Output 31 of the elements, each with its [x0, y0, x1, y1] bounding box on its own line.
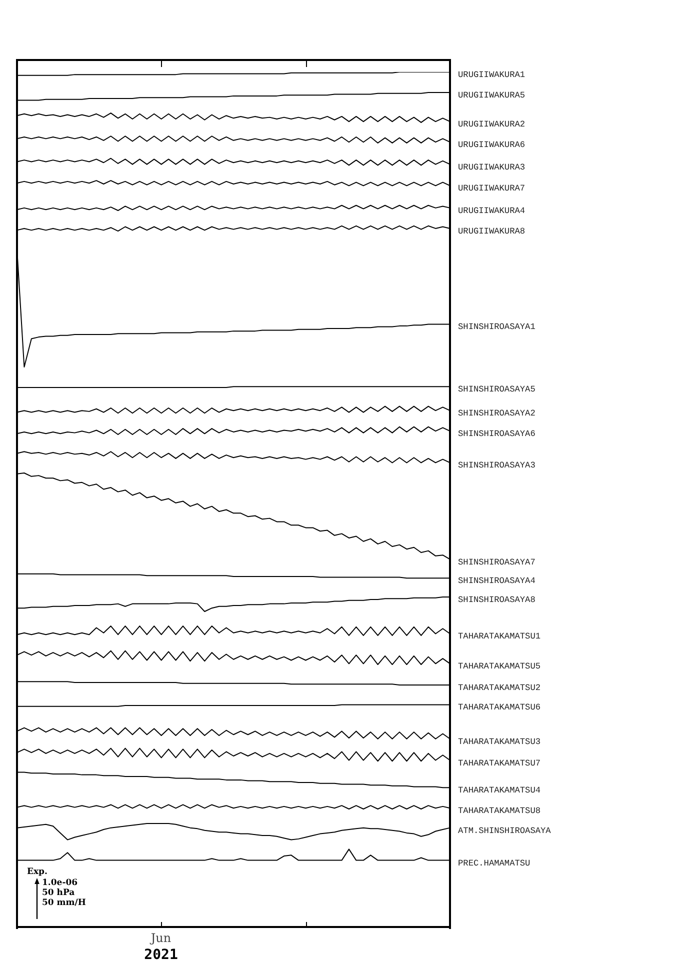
- series-label: TAHARATAKAMATSU5: [458, 662, 541, 672]
- series-label: URUGIIWAKURA5: [458, 90, 526, 101]
- series-label: SHINSHIROASAYA3: [458, 460, 536, 471]
- series-label: URUGIIWAKURA6: [458, 140, 526, 150]
- series-label: PREC.HAMAMATSU: [458, 858, 530, 868]
- series-label: TAHARATAKAMATSU6: [458, 702, 541, 713]
- series-label: SHINSHIROASAYA2: [458, 408, 536, 419]
- series-label: TAHARATAKAMATSU7: [458, 758, 541, 768]
- series-label: TAHARATAKAMATSU1: [458, 632, 541, 642]
- series-label: URUGIIWAKURA2: [458, 120, 526, 130]
- text: Jun 2021: [144, 930, 178, 964]
- annotation: 50 mm/H: [42, 898, 86, 908]
- series-label: URUGIIWAKURA3: [458, 162, 526, 172]
- series-label: URUGIIWAKURA4: [458, 206, 526, 216]
- series-label: SHINSHIROASAYA5: [458, 384, 536, 395]
- series-label: SHINSHIROASAYA4: [458, 576, 536, 586]
- series-label: TAHARATAKAMATSU8: [458, 806, 541, 816]
- series-label: TAHARATAKAMATSU2: [458, 683, 541, 694]
- series-label: SHINSHIROASAYA7: [458, 557, 536, 568]
- series-label: TAHARATAKAMATSU4: [458, 786, 541, 796]
- series-label: URUGIIWAKURA1: [458, 70, 526, 80]
- series-label: TAHARATAKAMATSU3: [458, 736, 541, 747]
- annotation: 1.0e-06: [42, 878, 79, 888]
- annotation: Exp.: [27, 867, 48, 877]
- series-label: SHINSHIROASAYA1: [458, 322, 536, 332]
- series-label: SHINSHIROASAYA6: [458, 429, 536, 440]
- annotation: 50 hPa: [42, 888, 76, 898]
- series-label: ATM.SHINSHIROASAYA: [458, 826, 552, 836]
- series-label: SHINSHIROASAYA8: [458, 594, 536, 605]
- series-label: URUGIIWAKURA7: [458, 184, 526, 194]
- series-label: URUGIIWAKURA8: [458, 226, 526, 236]
